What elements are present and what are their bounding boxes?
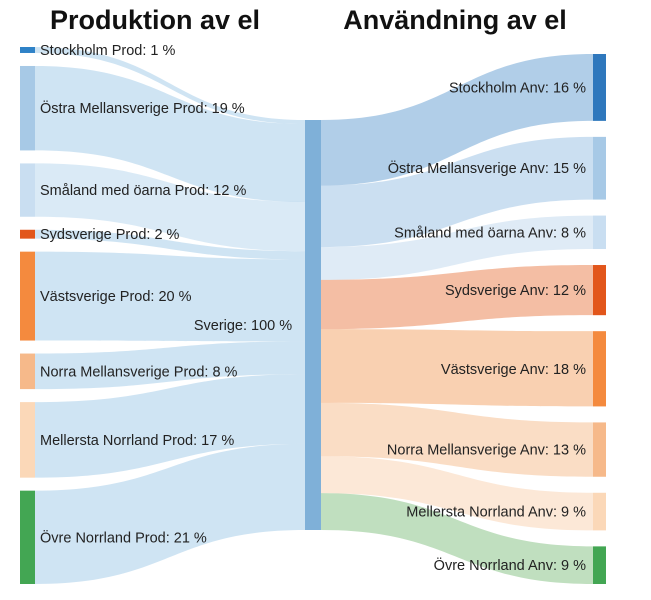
flow-sydsverige-prod [35, 229, 305, 260]
flow-mellersta-norrland-anv [321, 456, 593, 531]
flow-ostra-mellansverige-anv [321, 136, 593, 248]
flow-ovre-norrland-prod [35, 443, 305, 584]
flow-smaland-med-oarna-anv [321, 215, 593, 280]
flow-mellersta-norrland-prod [35, 374, 305, 478]
center-node-sverige [305, 120, 321, 530]
label-mellersta-norrland-prod: Mellersta Norrland Prod: 17 % [40, 433, 234, 449]
label-norra-mellansverige-anv: Norra Mellansverige Anv: 13 % [387, 443, 586, 459]
node-stockholm-prod [20, 47, 35, 53]
flow-norra-mellansverige-anv [321, 402, 593, 477]
flow-ovre-norrland-anv [321, 493, 593, 584]
label-smaland-med-oarna-prod: Småland med öarna Prod: 12 % [40, 183, 246, 199]
label-mellersta-norrland-anv: Mellersta Norrland Anv: 9 % [406, 505, 586, 521]
flow-ostra-mellansverige-prod [35, 65, 305, 202]
usage-labels: Stockholm Anv: 16 % Östra Mellansverige A… [387, 80, 586, 574]
label-sydsverige-anv: Sydsverige Anv: 12 % [445, 283, 586, 299]
flow-vastsverige-prod [35, 251, 305, 342]
node-ostra-mellansverige-anv [593, 136, 606, 200]
flow-norra-mellansverige-prod [35, 341, 305, 390]
label-norra-mellansverige-prod: Norra Mellansverige Prod: 8 % [40, 364, 238, 380]
label-sydsverige-prod: Sydsverige Prod: 2 % [40, 227, 180, 243]
production-labels: Stockholm Prod: 1 % Östra Mellansverige P… [40, 43, 246, 546]
node-mellersta-norrland-anv [593, 492, 606, 531]
node-sydsverige-anv [593, 265, 606, 316]
flow-stockholm-anv [321, 54, 593, 186]
label-stockholm-prod: Stockholm Prod: 1 % [40, 43, 175, 59]
usage-nodes [593, 54, 606, 584]
node-sydsverige-prod [20, 229, 35, 239]
flow-sydsverige-anv [321, 265, 593, 330]
usage-title: Användning av el [343, 5, 567, 35]
label-stockholm-anv: Stockholm Anv: 16 % [449, 80, 586, 96]
label-ovre-norrland-anv: Övre Norrland Anv: 9 % [434, 556, 586, 574]
node-vastsverige-anv [593, 331, 606, 407]
production-flows [35, 47, 305, 584]
label-smaland-med-oarna-anv: Småland med öarna Anv: 8 % [394, 225, 586, 241]
label-ostra-mellansverige-prod: Östra Mellansverige Prod: 19 % [40, 99, 245, 117]
production-title: Produktion av el [50, 5, 260, 35]
label-vastsverige-anv: Västsverige Anv: 18 % [441, 362, 586, 378]
node-stockholm-anv [593, 54, 606, 121]
node-norra-mellansverige-anv [593, 422, 606, 477]
node-ostra-mellansverige-prod [20, 65, 35, 151]
node-mellersta-norrland-prod [20, 402, 35, 478]
label-ostra-mellansverige-anv: Östra Mellansverige Anv: 15 % [388, 159, 586, 177]
flow-smaland-med-oarna-prod [35, 163, 305, 252]
node-ovre-norrland-prod [20, 490, 35, 584]
center-label: Sverige: 100 % [194, 318, 292, 334]
node-ovre-norrland-anv [593, 546, 606, 584]
node-vastsverige-prod [20, 251, 35, 341]
node-norra-mellansverige-prod [20, 353, 35, 390]
label-vastsverige-prod: Västsverige Prod: 20 % [40, 289, 192, 305]
node-smaland-med-oarna-anv [593, 215, 606, 250]
production-nodes [20, 47, 35, 584]
label-ovre-norrland-prod: Övre Norrland Prod: 21 % [40, 528, 207, 546]
node-smaland-med-oarna-prod [20, 163, 35, 217]
flow-vastsverige-anv [321, 329, 593, 407]
usage-flows [321, 54, 593, 584]
flow-stockholm-prod [35, 47, 305, 125]
